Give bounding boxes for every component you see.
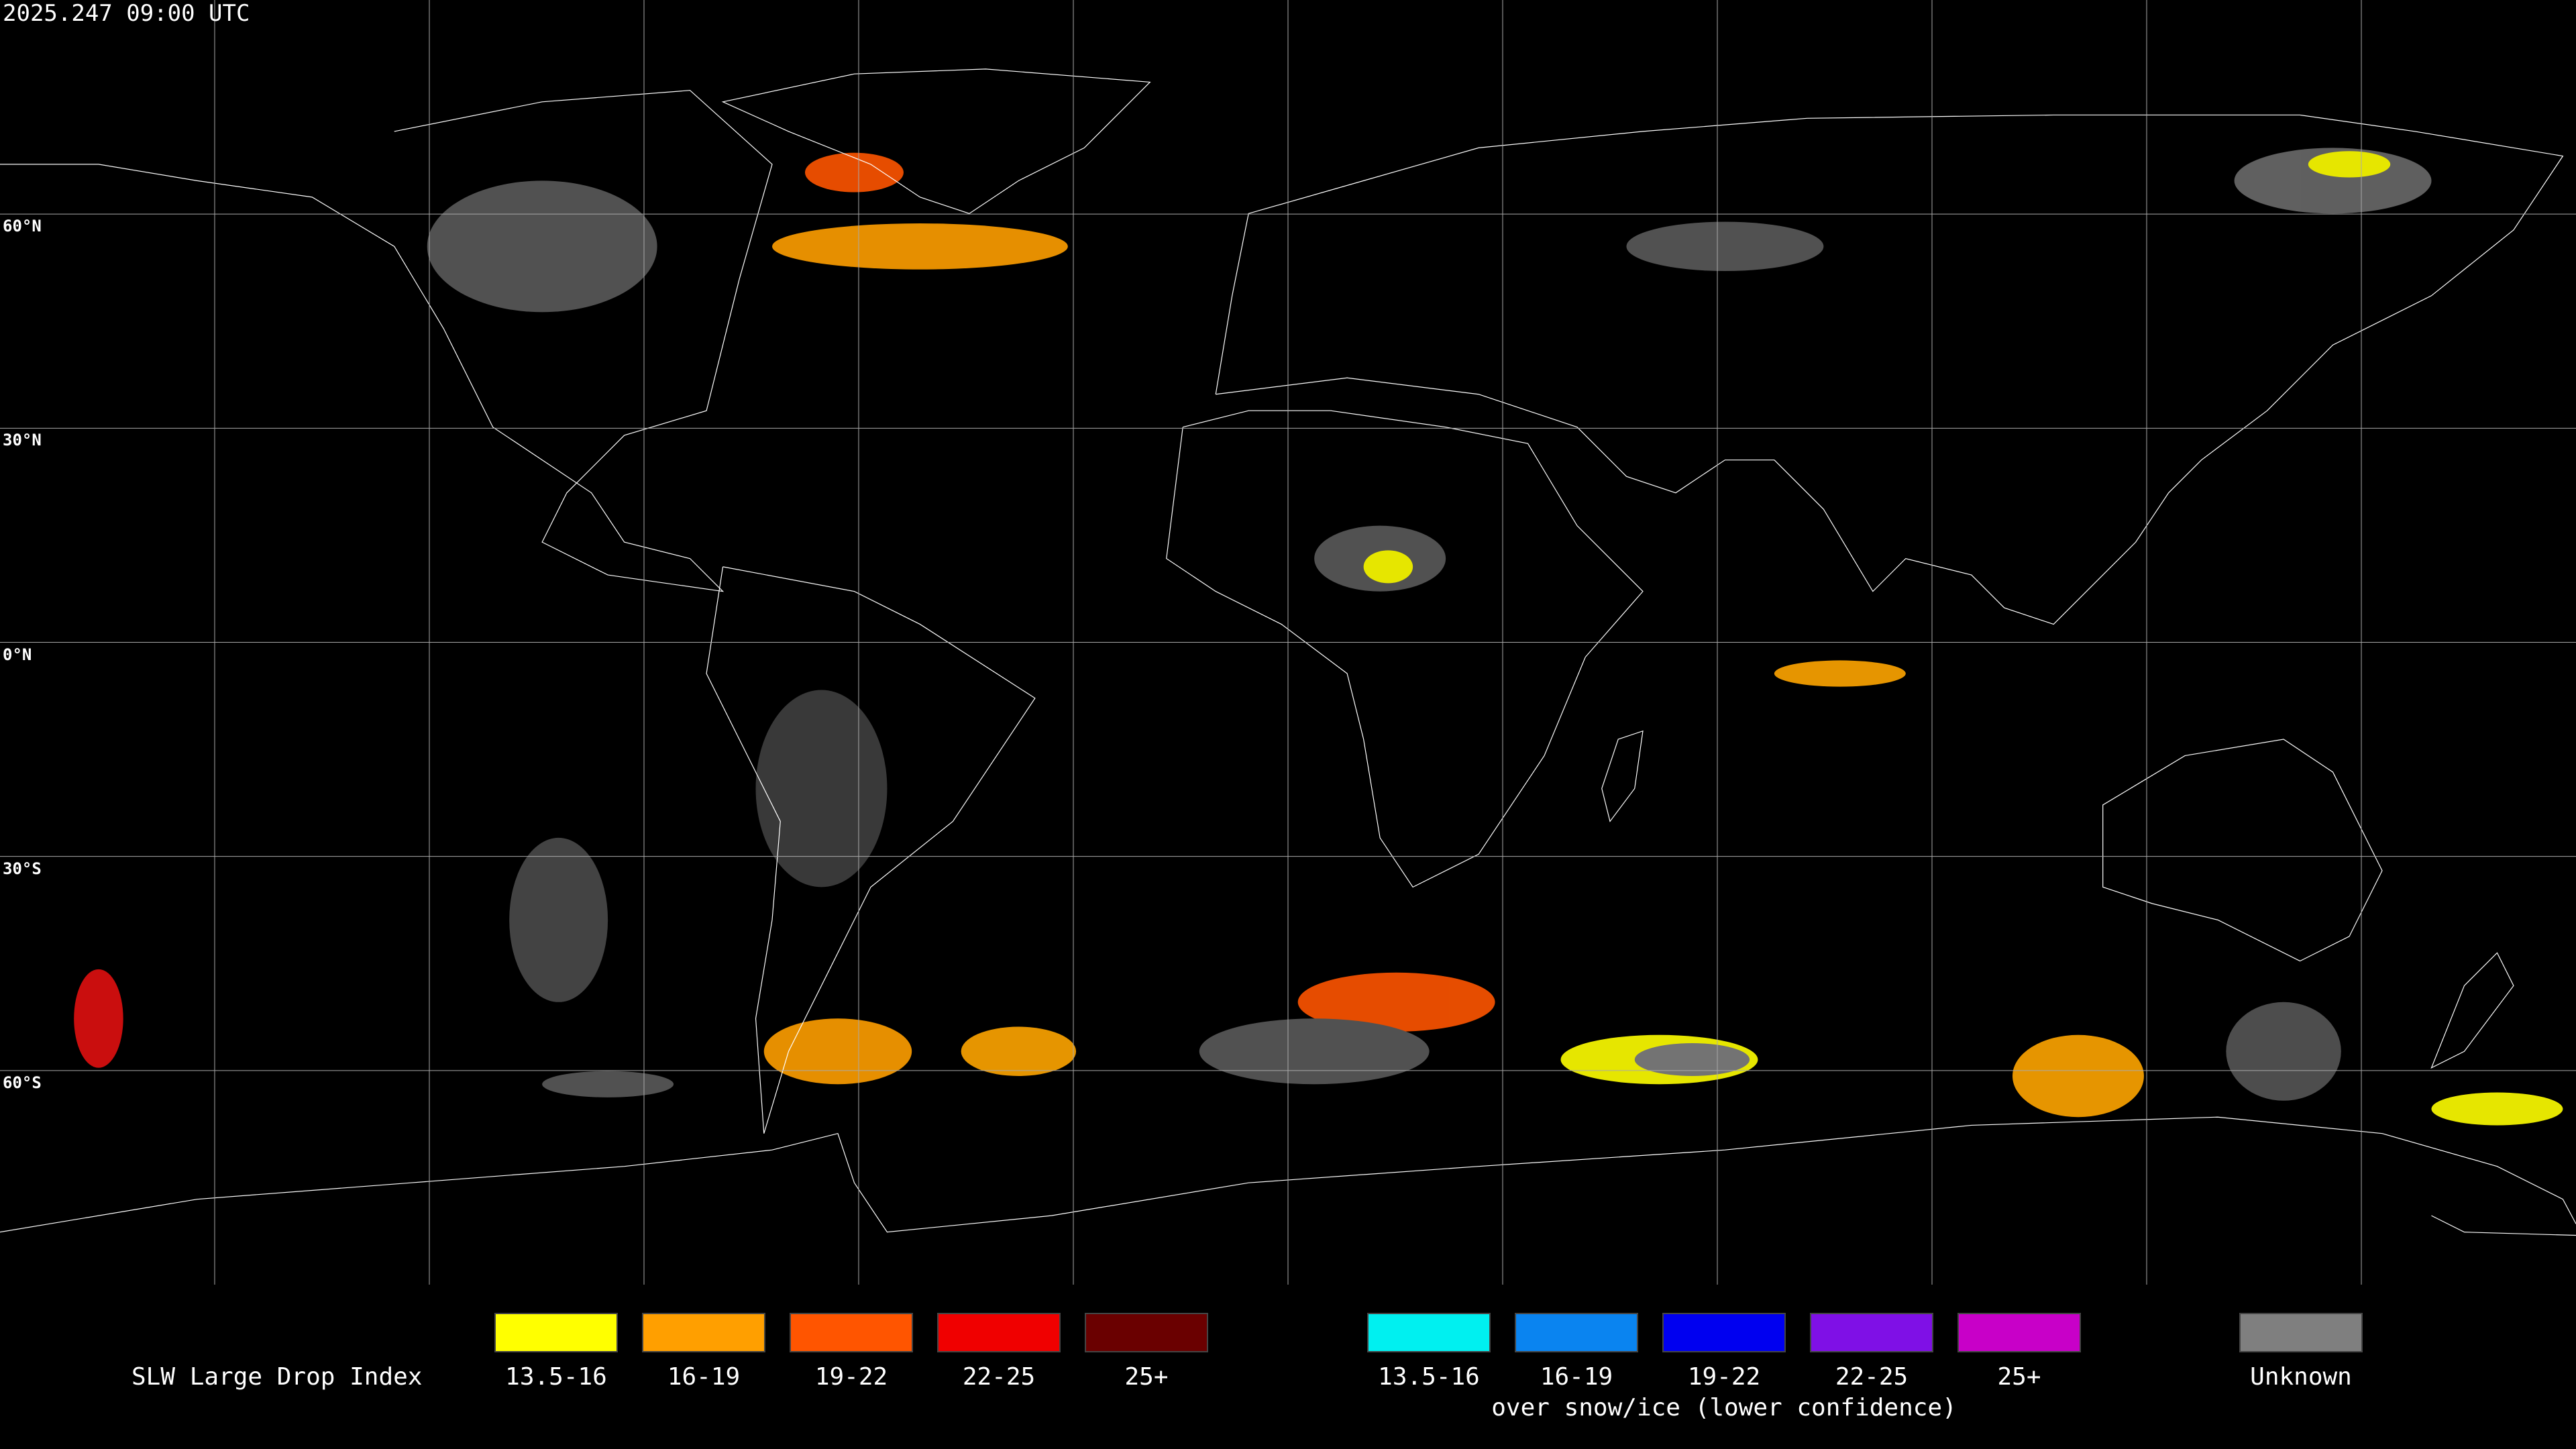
cloud-field: [74, 148, 2563, 1126]
legend-label: 25+: [1124, 1363, 1169, 1391]
legend-swatch: [1367, 1313, 1491, 1352]
legend-swatch: [642, 1313, 765, 1352]
legend-label: 22-25: [1835, 1363, 1909, 1391]
lat-label: 30°S: [3, 859, 42, 878]
legend-label: 19-22: [1687, 1363, 1761, 1391]
legend-label: 16-19: [667, 1363, 741, 1391]
coastlines: [0, 69, 2576, 1236]
legend-swatch: [1662, 1313, 1786, 1352]
graticule: [0, 0, 2576, 1285]
lat-label: 30°N: [3, 431, 42, 450]
legend-swatch: [1810, 1313, 1933, 1352]
legend-swatch: [790, 1313, 913, 1352]
legend-swatch: [1957, 1313, 2081, 1352]
legend-label: 22-25: [962, 1363, 1036, 1391]
legend-swatch: [494, 1313, 618, 1352]
legend-swatch: [2239, 1313, 2363, 1352]
legend-label: 16-19: [1540, 1363, 1613, 1391]
legend-swatch: [1085, 1313, 1208, 1352]
lat-label: 60°S: [3, 1073, 42, 1092]
lat-label: 0°N: [3, 645, 32, 664]
timestamp: 2025.247 09:00 UTC: [3, 0, 250, 27]
legend-label: 13.5-16: [505, 1363, 607, 1391]
legend-label: 13.5-16: [1378, 1363, 1480, 1391]
legend-label: 19-22: [814, 1363, 888, 1391]
legend-label: 25+: [1997, 1363, 2041, 1391]
world-map: [0, 0, 2576, 1285]
legend-label: Unknown: [2250, 1363, 2352, 1391]
snow-note: over snow/ice (lower confidence): [1491, 1394, 1957, 1421]
legend-swatch: [937, 1313, 1061, 1352]
legend-swatch: [1515, 1313, 1638, 1352]
legend-title: SLW Large Drop Index: [131, 1363, 423, 1391]
lat-label: 60°N: [3, 217, 42, 236]
